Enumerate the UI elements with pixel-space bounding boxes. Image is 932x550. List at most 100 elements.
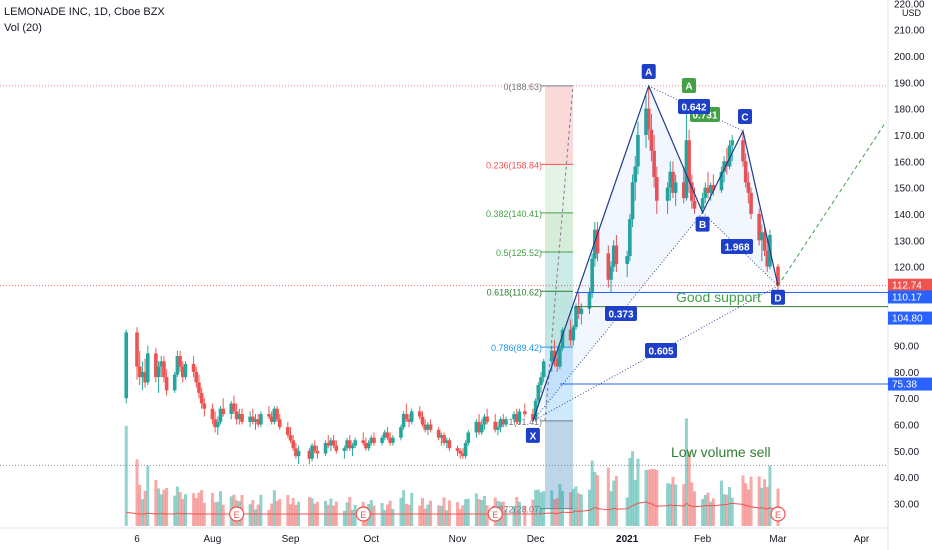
- volume-bar: [552, 499, 556, 526]
- currency-label: USD: [902, 8, 922, 18]
- volume-bar: [741, 475, 745, 526]
- volume-bar: [666, 483, 670, 526]
- candle-body: [708, 184, 713, 193]
- y-tick-label: 170.00: [894, 131, 925, 142]
- y-tick-label: 40.00: [894, 473, 919, 484]
- pattern-label-a-bg: [641, 63, 656, 79]
- volume-bar: [289, 504, 293, 526]
- volume-bar: [701, 499, 705, 526]
- candle-body: [595, 229, 600, 254]
- candle-body: [423, 424, 427, 430]
- ratio-label-1968: 1.968: [724, 243, 749, 254]
- earnings-marker: [487, 506, 503, 522]
- candle-body: [143, 371, 147, 383]
- volume-bar: [410, 492, 414, 526]
- candle-body: [593, 229, 597, 259]
- price-label: 110.17: [892, 292, 922, 303]
- fibonacci-level-label: 0.5(125.52): [496, 248, 542, 258]
- candle-body: [760, 232, 764, 241]
- volume-bar: [625, 497, 629, 526]
- volume-bar: [711, 498, 715, 526]
- candle-body: [240, 413, 244, 422]
- candle-body: [703, 187, 708, 199]
- candle-body: [350, 445, 355, 449]
- y-tick-label: 70.00: [894, 394, 919, 405]
- candle-body: [746, 182, 751, 193]
- candle-body: [275, 408, 279, 420]
- candle-body: [533, 400, 538, 420]
- candle-body: [388, 437, 392, 443]
- volume-bar: [458, 509, 462, 526]
- candle-body: [587, 292, 592, 309]
- candle-body: [444, 440, 449, 443]
- volume-bar: [192, 493, 196, 526]
- candle-body: [762, 232, 767, 251]
- fibonacci-level-label: 0.786(89.42): [491, 343, 542, 353]
- candle-body: [630, 182, 635, 220]
- volume-bar: [550, 490, 554, 526]
- candle-body: [496, 427, 500, 430]
- volume-bar: [353, 505, 357, 526]
- volume-bar: [399, 497, 403, 526]
- candle-body: [234, 411, 239, 420]
- y-tick-label: 150.00: [894, 184, 925, 195]
- volume-bar: [183, 494, 187, 526]
- candle-body: [625, 256, 629, 264]
- candle-body: [671, 171, 675, 193]
- candle-body: [194, 371, 199, 383]
- candle-body: [665, 187, 670, 201]
- candle-body: [652, 150, 656, 178]
- candle-body: [345, 440, 349, 449]
- candle-body: [442, 435, 446, 443]
- volume-bar: [372, 505, 376, 526]
- harmonic-ratio-line: [702, 212, 779, 287]
- candle-body: [191, 363, 196, 372]
- volume-bar: [606, 467, 610, 526]
- volume-bar: [649, 469, 653, 526]
- candle-body: [668, 171, 673, 188]
- volume-bar: [439, 505, 443, 526]
- volume-bar: [383, 510, 387, 526]
- volume-bar: [482, 496, 486, 526]
- harmonic-pattern-legs: [532, 84, 779, 422]
- volume-bar: [590, 460, 594, 526]
- candle-body: [183, 363, 188, 378]
- volume-bar: [442, 497, 446, 526]
- volume-bar: [329, 498, 333, 526]
- y-tick-label: 50.00: [894, 447, 919, 458]
- price-label: 112.74: [892, 281, 922, 292]
- candle-body: [417, 411, 422, 417]
- volume-bar: [181, 499, 185, 526]
- candle-body: [512, 413, 516, 420]
- green-a-label: A: [685, 82, 692, 93]
- candle-body: [536, 385, 541, 401]
- volume-bar: [218, 491, 222, 526]
- earnings-marker: [355, 506, 371, 522]
- candle-body: [439, 435, 444, 438]
- pattern-label-d-bg: [771, 289, 785, 305]
- ratio-label-0642: 0.642: [681, 103, 706, 114]
- candle-body: [175, 356, 180, 375]
- volume-bar: [474, 493, 478, 526]
- volume-bar: [447, 500, 451, 526]
- candle-body: [307, 450, 312, 459]
- candle-body: [180, 366, 185, 378]
- earnings-marker: [770, 506, 786, 522]
- volume-bar: [730, 497, 734, 526]
- candle-body: [539, 377, 543, 386]
- fibonacci-zone: [545, 164, 573, 213]
- volume-bar: [593, 472, 597, 526]
- candle-body: [531, 413, 535, 420]
- volume-bar: [587, 489, 591, 526]
- candle-body: [269, 416, 274, 422]
- volume-bar: [682, 484, 686, 526]
- volume-bar: [194, 498, 198, 526]
- y-tick-label: 140.00: [894, 210, 925, 221]
- x-tick-label: Oct: [364, 534, 380, 545]
- candle-body: [571, 327, 576, 341]
- volume-bar: [197, 492, 201, 526]
- candle-body: [172, 374, 177, 391]
- candle-body: [272, 408, 277, 422]
- y-tick-label: 190.00: [894, 78, 925, 89]
